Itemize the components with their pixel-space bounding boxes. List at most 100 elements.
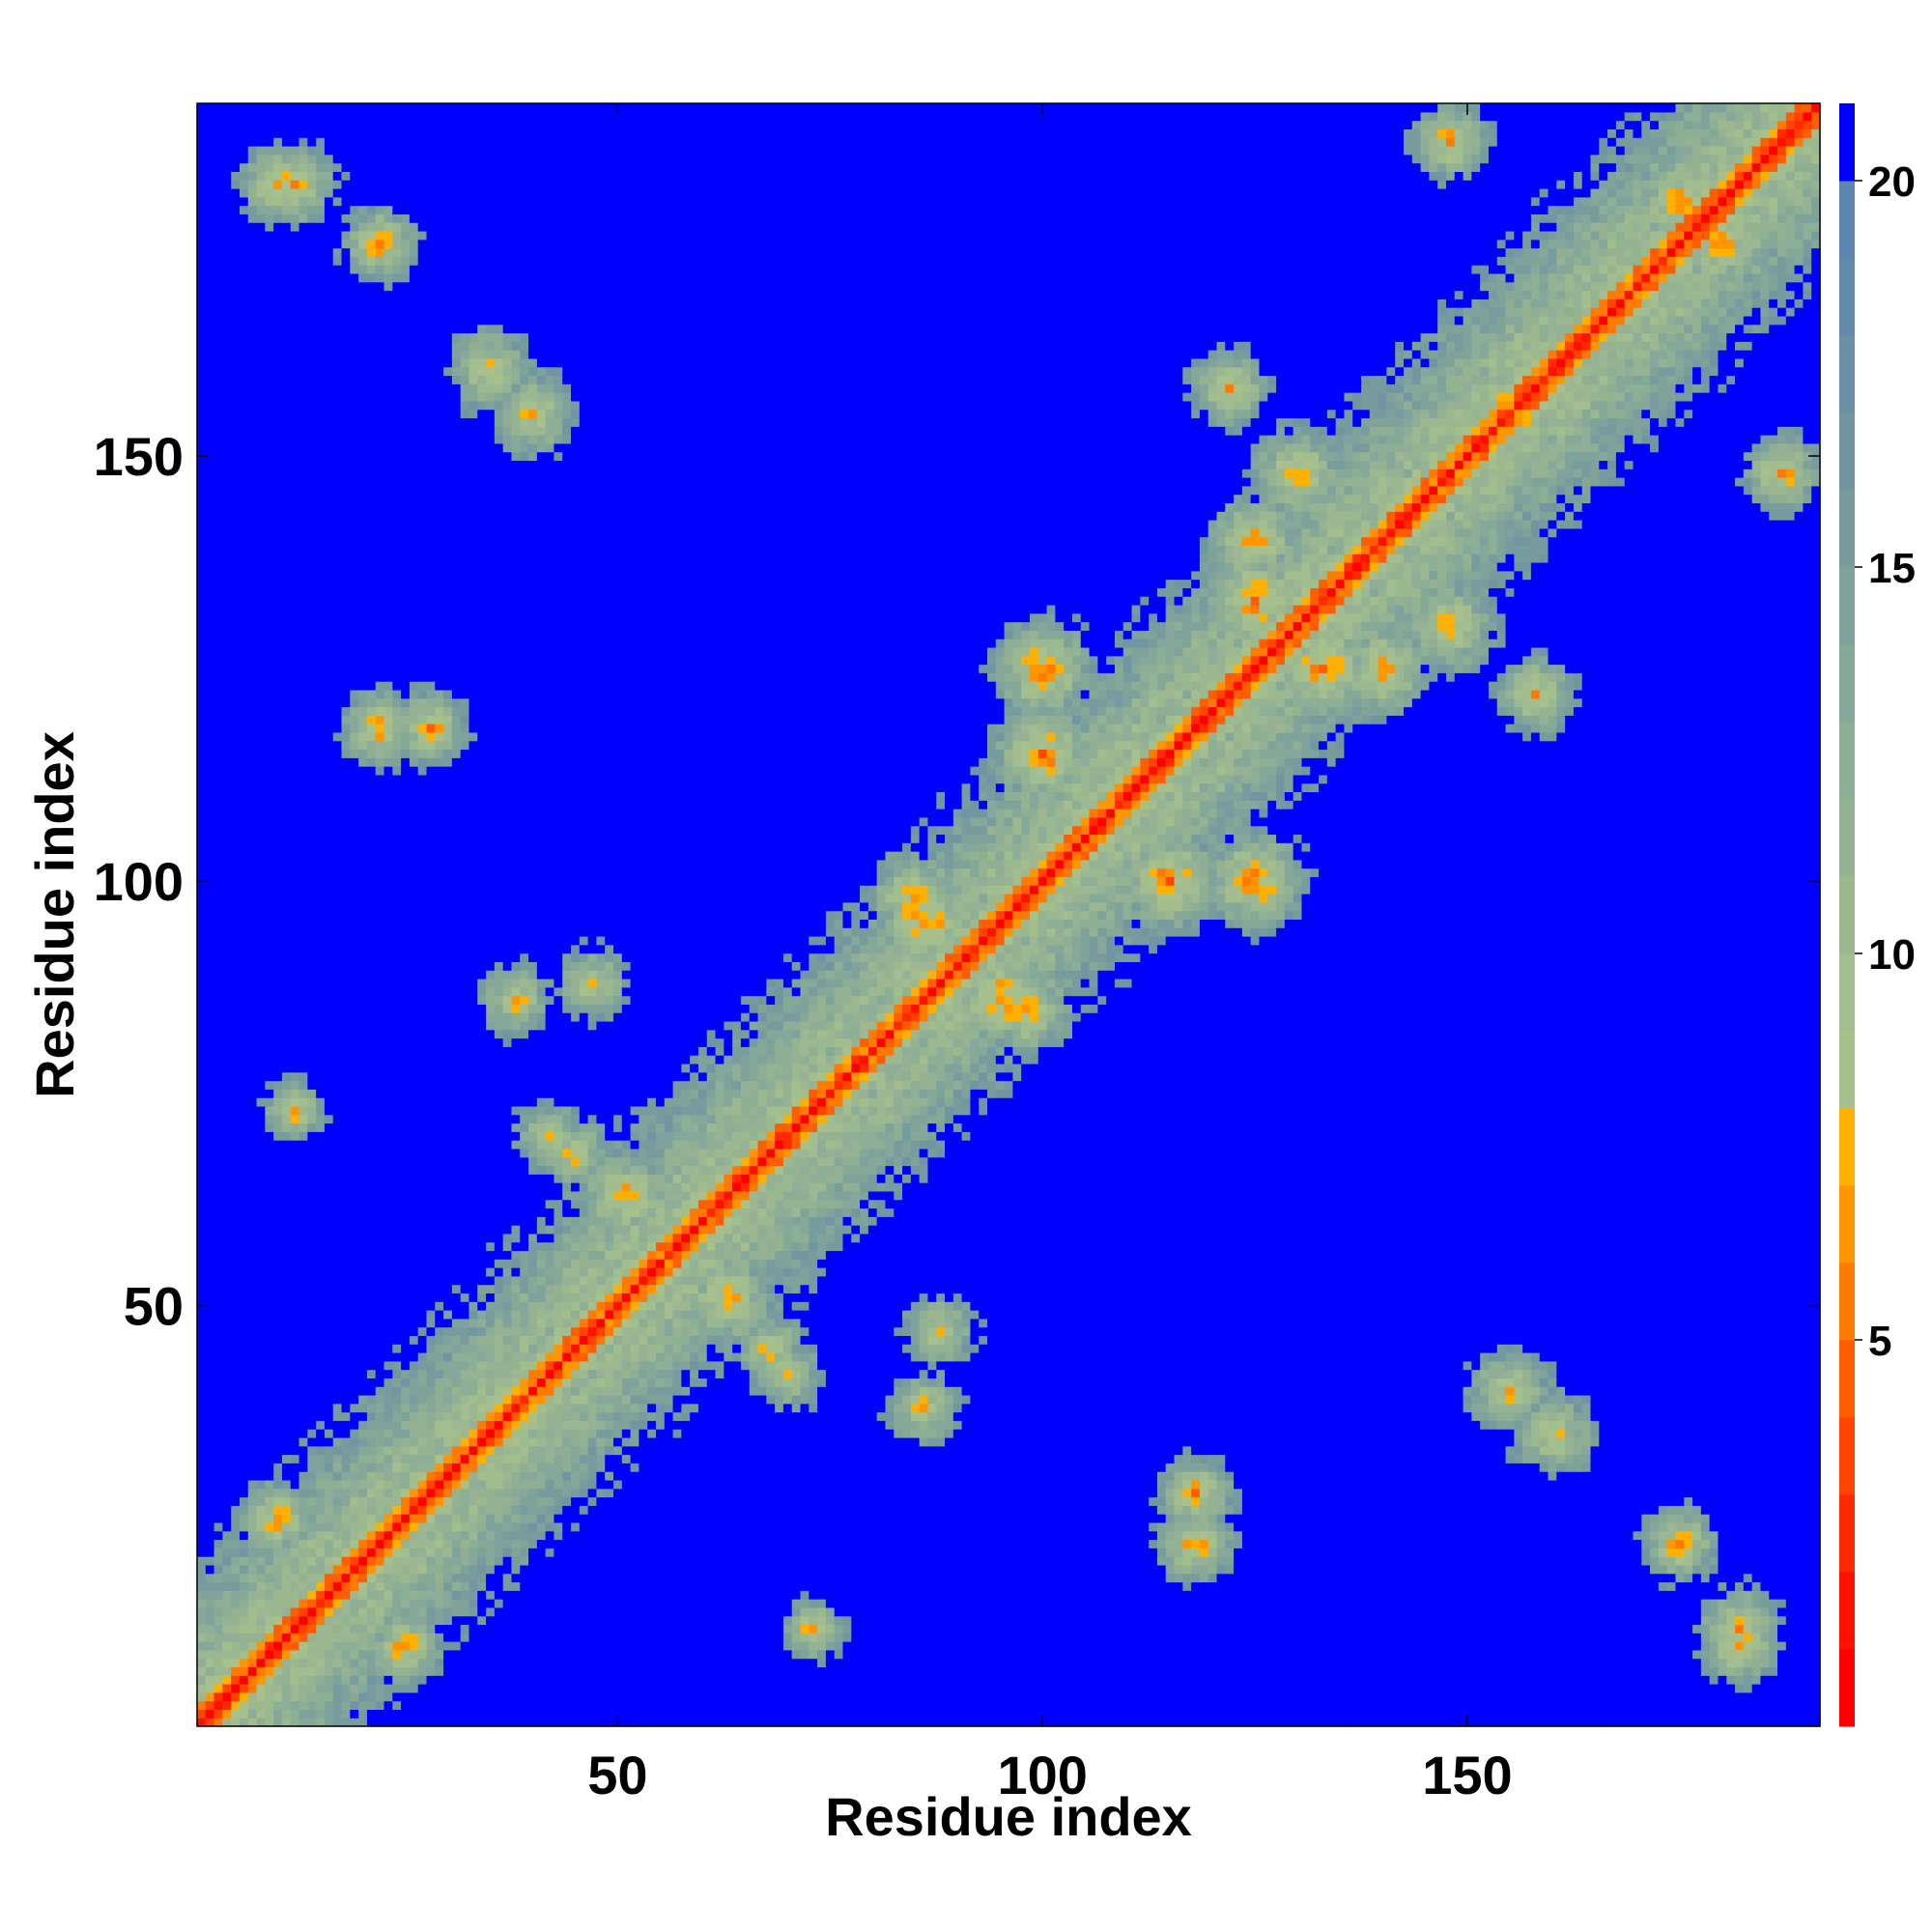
heatmap-cell (1794, 1624, 1804, 1634)
heatmap-cell (511, 1709, 521, 1719)
heatmap-cell (1234, 1718, 1243, 1727)
heatmap-cell (231, 851, 241, 861)
heatmap-cell (265, 1658, 274, 1668)
heatmap-cell (952, 1718, 963, 1727)
heatmap-cell (239, 1310, 249, 1320)
heatmap-cell (205, 1156, 215, 1167)
heatmap-cell (298, 196, 308, 207)
heatmap-cell (298, 511, 308, 521)
heatmap-cell (231, 935, 241, 946)
heatmap-cell (231, 859, 241, 869)
heatmap-cell (290, 502, 300, 512)
heatmap-cell (222, 1046, 232, 1056)
heatmap-cell (1684, 1691, 1693, 1702)
heatmap-cell (247, 442, 258, 453)
heatmap-cell (392, 1615, 402, 1626)
heatmap-cell (571, 1641, 581, 1651)
heatmap-cell (298, 1684, 308, 1693)
heatmap-cell (469, 1666, 478, 1676)
heatmap-cell (247, 357, 258, 368)
heatmap-cell (298, 697, 308, 708)
heatmap-cell (290, 1684, 300, 1693)
heatmap-cell (231, 1488, 241, 1498)
heatmap-cell (239, 1386, 249, 1396)
heatmap-cell (426, 1658, 436, 1668)
heatmap-cell (256, 1581, 266, 1591)
heatmap-cell (298, 1496, 308, 1506)
heatmap-cell (213, 876, 223, 886)
heatmap-cell (222, 1454, 232, 1463)
heatmap-cell (596, 1641, 606, 1651)
heatmap-cell (1378, 1709, 1388, 1719)
heatmap-cell (281, 809, 292, 818)
heatmap-cell (1709, 1684, 1719, 1693)
heatmap-cell (197, 1284, 207, 1294)
heatmap-cell (775, 1718, 784, 1727)
heatmap-cell (451, 1684, 462, 1693)
heatmap-cell (247, 944, 258, 954)
heatmap-cell (273, 1496, 283, 1506)
heatmap-cell (197, 740, 207, 751)
heatmap-cell (239, 1521, 249, 1532)
heatmap-cell (1029, 1709, 1039, 1719)
heatmap-cell (1182, 1641, 1192, 1651)
heatmap-cell (222, 1369, 232, 1378)
heatmap-cell (197, 400, 207, 411)
heatmap-cell (222, 570, 232, 581)
heatmap-cell (273, 1318, 283, 1328)
heatmap-cell (307, 1606, 317, 1617)
heatmap-cell (1675, 1658, 1685, 1668)
heatmap-cell (239, 681, 249, 691)
heatmap-cell (222, 1573, 232, 1583)
heatmap-cell (265, 1225, 274, 1235)
heatmap-cell (1029, 1641, 1039, 1651)
heatmap-cell (265, 935, 274, 946)
heatmap-cell (919, 1675, 929, 1685)
heatmap-cell (1437, 1684, 1447, 1693)
heatmap-cell (324, 1633, 334, 1642)
heatmap-cell (265, 901, 274, 912)
heatmap-cell (222, 527, 232, 538)
heatmap-cell (197, 1004, 207, 1013)
heatmap-cell (281, 834, 292, 843)
heatmap-cell (1811, 1649, 1821, 1660)
heatmap-cell (655, 1615, 666, 1626)
heatmap-cell (205, 1709, 215, 1719)
heatmap-cell (247, 757, 258, 767)
heatmap-cell (231, 715, 241, 724)
heatmap-cell (1785, 1615, 1796, 1626)
heatmap-cell (307, 1275, 317, 1286)
heatmap-cell (1284, 1675, 1294, 1685)
heatmap-cell (197, 842, 207, 852)
heatmap-cell (825, 1633, 836, 1642)
heatmap-cell (205, 451, 215, 462)
heatmap-cell (265, 978, 274, 988)
heatmap-cell (1199, 1700, 1209, 1711)
heatmap-cell (273, 171, 283, 181)
heatmap-cell (290, 1454, 300, 1463)
heatmap-cell (239, 689, 249, 699)
heatmap-cell (281, 205, 292, 214)
heatmap-cell (1378, 1700, 1388, 1711)
heatmap-cell (213, 1590, 223, 1600)
heatmap-cell (256, 1378, 266, 1387)
heatmap-cell (281, 978, 292, 988)
heatmap-cell (265, 357, 274, 368)
heatmap-cell (213, 646, 223, 657)
heatmap-cell (443, 1641, 453, 1651)
heatmap-cell (247, 392, 258, 402)
heatmap-cell (1633, 1700, 1642, 1711)
heatmap-cell (1191, 1700, 1201, 1711)
heatmap-cell (1404, 1684, 1413, 1693)
heatmap-cell (936, 1700, 946, 1711)
heatmap-cell (273, 1624, 283, 1634)
heatmap-cell (1021, 1666, 1031, 1676)
heatmap-cell (231, 357, 241, 368)
heatmap-cell (1666, 1700, 1677, 1711)
heatmap-cell (451, 1633, 462, 1642)
heatmap-cell (324, 1691, 334, 1702)
heatmap-cell (1191, 1641, 1201, 1651)
heatmap-cell (273, 876, 283, 886)
heatmap-cell (1514, 1615, 1523, 1626)
heatmap-cell (247, 137, 258, 147)
